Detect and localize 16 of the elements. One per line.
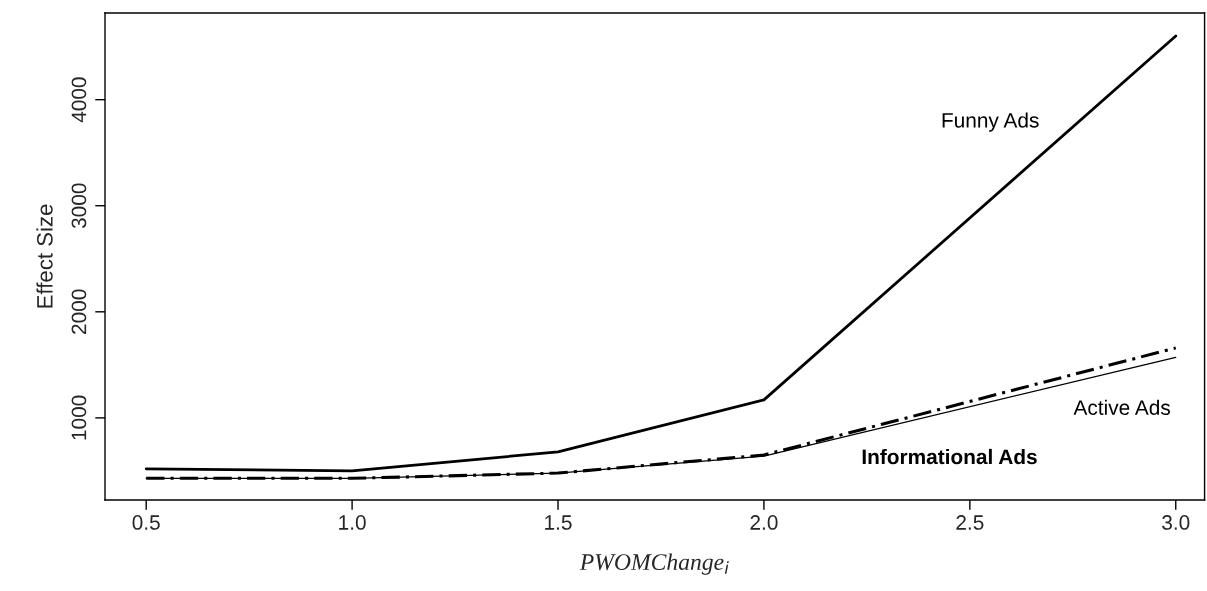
y-tick-label: 1000 <box>71 395 87 440</box>
y-tick-label: 3000 <box>71 183 87 229</box>
y-tick-label: 2000 <box>71 289 87 334</box>
series-label: Informational Ads <box>862 448 1037 465</box>
x-tick-label: 2.5 <box>956 515 984 530</box>
x-tick-label: 3.0 <box>1162 515 1190 530</box>
y-tick-label: 4000 <box>71 77 87 123</box>
x-tick-label: 1.0 <box>339 515 366 530</box>
x-tick-label: 0.5 <box>132 515 160 530</box>
line-series <box>144 34 1178 473</box>
series-label: Active Ads <box>1073 399 1170 415</box>
series-label: Funny Ads <box>942 112 1039 132</box>
x-tick-label: 1.5 <box>545 515 572 530</box>
y-axis-title: Effect Size <box>36 204 53 308</box>
x-tick-label: 2.0 <box>750 515 778 530</box>
x-axis-title: PWOMChange$_{i}$ <box>579 553 729 575</box>
